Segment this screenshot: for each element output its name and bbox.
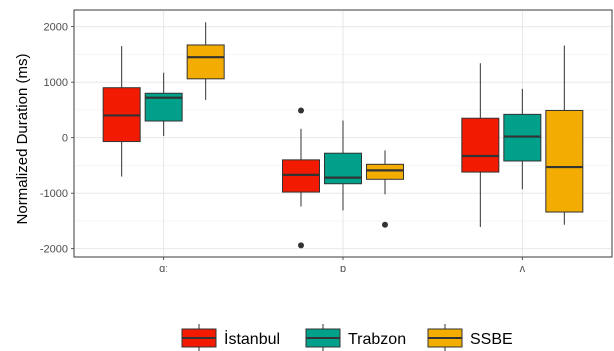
y-tick-label: 2000	[44, 22, 68, 34]
plot-area: -2000 -1000 0 1000 2000 ɑː ɒ ʌ	[40, 9, 613, 275]
x-tick-label: ɒ	[340, 263, 346, 275]
y-tick-label: 1000	[44, 77, 68, 89]
box-body	[545, 109, 584, 213]
box-body	[324, 152, 362, 185]
box-body	[461, 117, 500, 173]
y-axis-title: Normalized Duration (ms)	[14, 54, 31, 225]
y-tick-label: 0	[62, 133, 68, 145]
box-ssbe-0	[186, 22, 225, 100]
legend-label: Trabzon	[348, 331, 406, 348]
box-i̇stanbul-2	[461, 63, 500, 228]
legend-item-i̇stanbul: İstanbul	[181, 324, 280, 351]
box-trabzon-1	[324, 120, 362, 211]
box-body	[282, 159, 320, 193]
box-ssbe-1	[366, 150, 404, 228]
legend-label: SSBE	[470, 331, 513, 348]
legend: İstanbul Trabzon SSBE	[181, 324, 513, 351]
y-tick-label: -2000	[40, 244, 68, 256]
box-trabzon-2	[503, 88, 542, 190]
legend-item-ssbe: SSBE	[427, 324, 513, 351]
legend-label: İstanbul	[224, 329, 280, 348]
outlier-point	[382, 221, 388, 228]
box-ssbe-2	[545, 45, 584, 225]
box-body	[186, 44, 225, 80]
outlier-point	[298, 242, 304, 249]
x-tick-label: ʌ	[520, 263, 526, 275]
x-tick-label: ɑː	[159, 263, 168, 275]
legend-item-trabzon: Trabzon	[305, 324, 406, 351]
box-body	[366, 163, 404, 180]
box-trabzon-0	[144, 72, 183, 136]
box-i̇stanbul-1	[282, 107, 320, 249]
box-body	[503, 113, 542, 162]
outlier-point	[298, 107, 304, 114]
y-tick-label: -1000	[40, 188, 68, 200]
box-i̇stanbul-0	[102, 46, 141, 177]
